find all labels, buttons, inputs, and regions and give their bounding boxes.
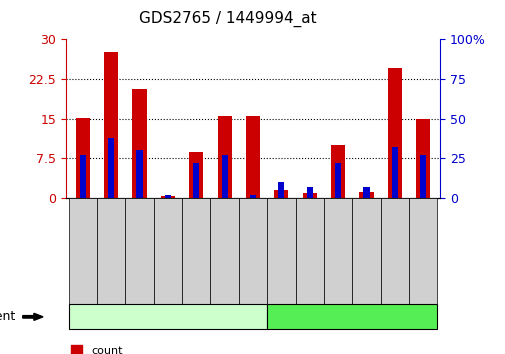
Bar: [274, 190, 288, 198]
Bar: [104, 52, 118, 198]
Bar: [391, 147, 397, 198]
Text: GDS2765 / 1449994_at: GDS2765 / 1449994_at: [138, 11, 316, 27]
Bar: [334, 163, 340, 198]
Text: agent: agent: [0, 310, 15, 323]
Bar: [217, 116, 231, 198]
Bar: [136, 150, 142, 198]
Bar: [132, 89, 146, 198]
Bar: [302, 193, 316, 198]
Bar: [161, 195, 175, 198]
Bar: [249, 195, 256, 198]
Bar: [76, 118, 90, 198]
Bar: [79, 155, 86, 198]
Bar: [278, 182, 284, 198]
Legend: count, percentile rank within the sample: count, percentile rank within the sample: [71, 346, 279, 354]
Bar: [306, 187, 312, 198]
Bar: [359, 192, 373, 198]
Bar: [363, 187, 369, 198]
Bar: [108, 138, 114, 198]
Bar: [330, 145, 344, 198]
Bar: [245, 116, 260, 198]
Bar: [415, 119, 429, 198]
Text: control: control: [146, 310, 189, 323]
Bar: [419, 155, 426, 198]
Bar: [387, 68, 401, 198]
Bar: [165, 195, 171, 198]
Bar: [189, 152, 203, 198]
Text: creatine: creatine: [326, 310, 377, 323]
Bar: [221, 155, 227, 198]
Bar: [193, 163, 199, 198]
